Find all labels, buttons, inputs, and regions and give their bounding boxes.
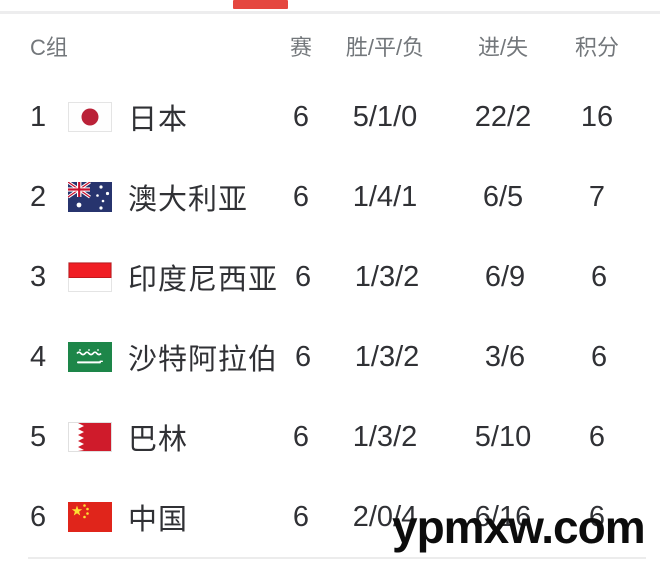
played-cell: 6 (294, 260, 312, 293)
table-row-australia[interactable]: 2 澳大利亚 6 1/4/1 (0, 157, 660, 237)
flag-china-icon (68, 502, 112, 532)
played-cell: 6 (294, 340, 312, 373)
rank-cell: 6 (30, 500, 47, 533)
flag-indonesia-icon (68, 262, 112, 292)
standings-table: C组 赛 胜/平/负 进/失 积分 1 日本 6 5/1/0 22/2 16 2 (0, 14, 660, 559)
rank-cell: 2 (30, 180, 47, 213)
rank-cell: 5 (30, 420, 47, 453)
wdl-cell: 1/4/1 (352, 180, 418, 213)
column-header-goals: 进/失 (477, 34, 529, 60)
wdl-cell: 1/3/2 (354, 260, 420, 293)
table-row-china[interactable]: 6 中国 6 2/0/4 6/16 6 (0, 477, 660, 557)
watermark-text: ypmxw.com (392, 501, 646, 553)
goals-cell: 3/6 (484, 340, 526, 373)
played-cell: 6 (292, 180, 310, 213)
flag-bahrain-icon (68, 422, 112, 452)
points-cell: 16 (580, 100, 614, 133)
goals-cell: 6/9 (484, 260, 526, 293)
table-row-bahrain[interactable]: 5 巴林 6 1/3/2 5/10 6 (0, 397, 660, 477)
wdl-cell: 2/0/4 (352, 500, 418, 533)
team-name: 沙特阿拉伯 (128, 344, 279, 376)
played-cell: 6 (292, 420, 310, 453)
played-cell: 6 (292, 100, 310, 133)
points-cell: 6 (590, 340, 608, 373)
rank-cell: 1 (30, 100, 47, 133)
table-header-row: C组 赛 胜/平/负 进/失 积分 (0, 14, 660, 77)
rank-cell: 3 (30, 260, 47, 293)
top-divider (0, 11, 660, 14)
column-header-played: 赛 (289, 34, 312, 60)
points-cell: 7 (588, 180, 606, 213)
rank-cell: 4 (30, 340, 47, 373)
flag-saudi-arabia-icon (68, 342, 112, 372)
flag-australia-icon (68, 182, 112, 212)
table-row-indonesia[interactable]: 3 印度尼西亚 6 1/3/2 6/9 6 (0, 237, 660, 317)
team-name: 巴林 (128, 424, 189, 456)
bottom-divider (28, 557, 646, 559)
wdl-cell: 1/3/2 (352, 420, 418, 453)
table-row-saudi-arabia[interactable]: 4 沙特阿拉伯 6 1/3/2 3/6 6 (0, 317, 660, 397)
column-header-points: 积分 (574, 34, 619, 60)
flag-japan-icon (68, 102, 112, 132)
top-tab-bar (0, 0, 660, 11)
team-name: 印度尼西亚 (128, 264, 279, 296)
wdl-cell: 1/3/2 (354, 340, 420, 373)
team-name: 日本 (128, 104, 189, 136)
points-cell: 6 (588, 500, 606, 533)
goals-cell: 5/10 (474, 420, 532, 453)
table-row-japan[interactable]: 1 日本 6 5/1/0 22/2 16 (0, 77, 660, 157)
played-cell: 6 (292, 500, 310, 533)
points-cell: 6 (588, 420, 606, 453)
active-tab-indicator (233, 0, 288, 9)
goals-cell: 6/5 (482, 180, 524, 213)
points-cell: 6 (590, 260, 608, 293)
team-name: 中国 (128, 504, 189, 536)
goals-cell: 22/2 (474, 100, 532, 133)
wdl-cell: 5/1/0 (352, 100, 418, 133)
goals-cell: 6/16 (474, 500, 532, 533)
team-name: 澳大利亚 (128, 184, 249, 216)
column-header-wdl: 胜/平/负 (345, 34, 425, 60)
group-label: C组 (30, 34, 68, 60)
